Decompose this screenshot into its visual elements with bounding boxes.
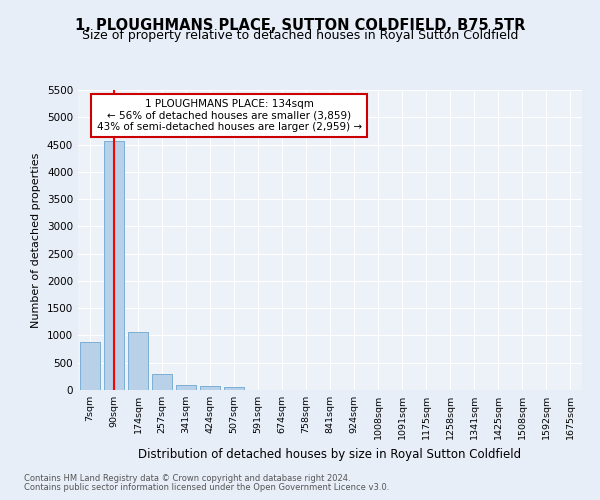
Bar xyxy=(80,342,100,390)
Bar xyxy=(104,142,124,390)
Bar xyxy=(200,386,220,390)
Text: Size of property relative to detached houses in Royal Sutton Coldfield: Size of property relative to detached ho… xyxy=(82,29,518,42)
Text: Contains HM Land Registry data © Crown copyright and database right 2024.: Contains HM Land Registry data © Crown c… xyxy=(24,474,350,483)
Bar xyxy=(224,388,244,390)
Bar xyxy=(152,374,172,390)
Text: Contains public sector information licensed under the Open Government Licence v3: Contains public sector information licen… xyxy=(24,483,389,492)
X-axis label: Distribution of detached houses by size in Royal Sutton Coldfield: Distribution of detached houses by size … xyxy=(139,448,521,460)
Text: 1, PLOUGHMANS PLACE, SUTTON COLDFIELD, B75 5TR: 1, PLOUGHMANS PLACE, SUTTON COLDFIELD, B… xyxy=(75,18,525,32)
Bar xyxy=(176,385,196,390)
Y-axis label: Number of detached properties: Number of detached properties xyxy=(31,152,41,328)
Text: 1 PLOUGHMANS PLACE: 134sqm
← 56% of detached houses are smaller (3,859)
43% of s: 1 PLOUGHMANS PLACE: 134sqm ← 56% of deta… xyxy=(97,99,362,132)
Bar xyxy=(128,332,148,390)
